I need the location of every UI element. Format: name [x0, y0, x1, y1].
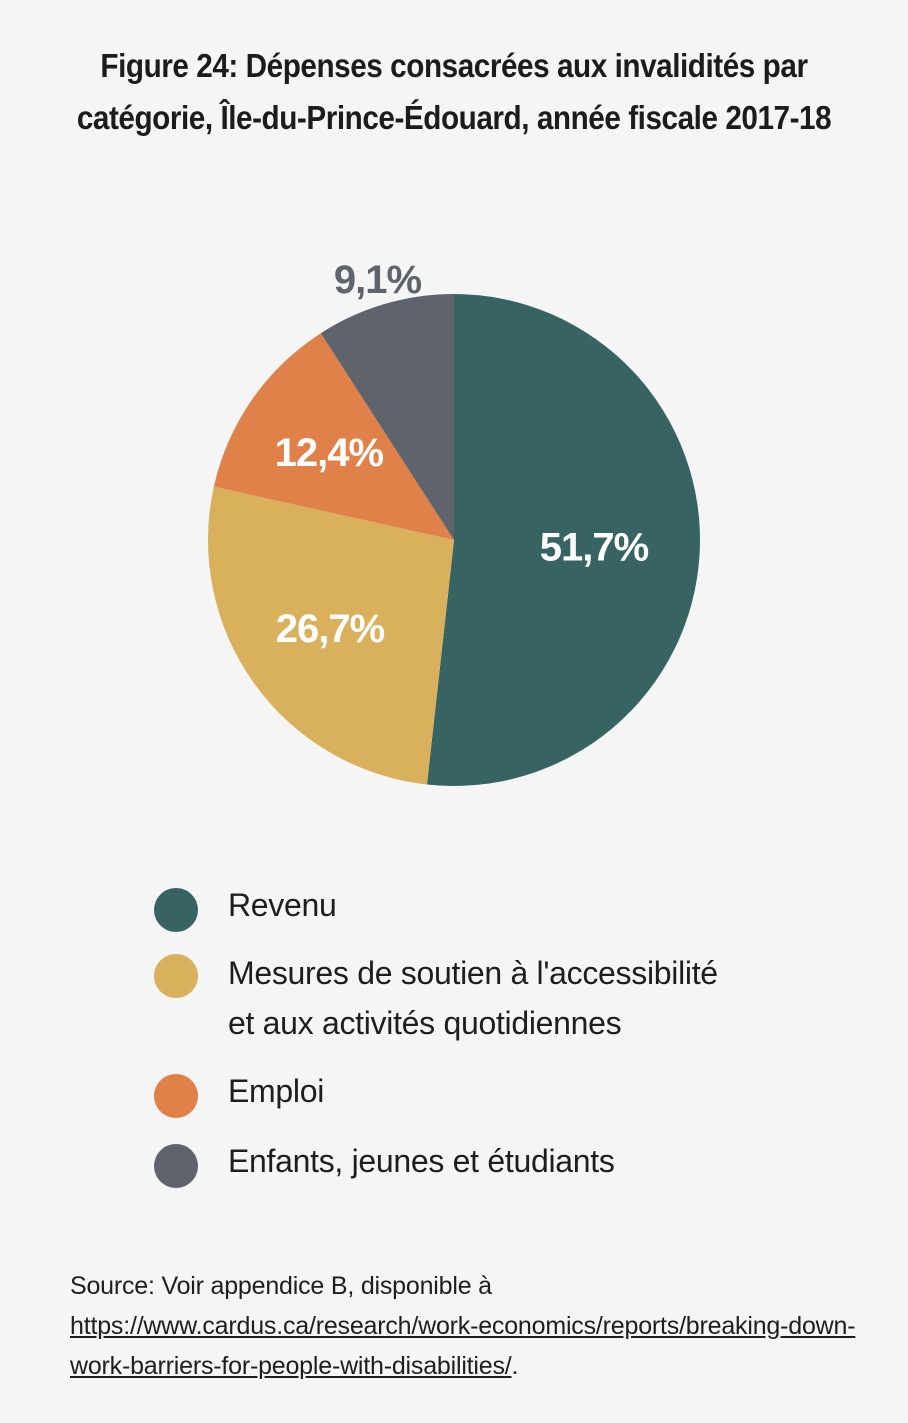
- pie-label-emploi: 12,4%: [275, 431, 384, 475]
- legend-swatch-accessibilite: [154, 954, 198, 998]
- pie-label-revenu: 51,7%: [540, 526, 649, 570]
- source-note: Source: Voir appendice B, disponible à h…: [70, 1266, 870, 1386]
- legend-swatch-emploi: [154, 1074, 198, 1118]
- legend-label-revenu: Revenu: [228, 887, 337, 923]
- legend-item-enfants: Enfants, jeunes et étudiants: [154, 1136, 874, 1196]
- legend: Revenu Mesures de soutien à l'accessibil…: [154, 880, 874, 1196]
- pie-slice-accessibilite: [207, 486, 454, 785]
- pie-slice-emploi: [213, 333, 454, 540]
- pie-slice-enfants: [320, 294, 454, 540]
- legend-label-enfants: Enfants, jeunes et étudiants: [228, 1143, 615, 1179]
- source-prefix: Source: Voir appendice B, disponible à: [70, 1272, 492, 1300]
- source-link[interactable]: https://www.cardus.ca/research/work-econ…: [70, 1312, 856, 1380]
- legend-item-emploi: Emploi: [154, 1066, 874, 1126]
- legend-item-revenu: Revenu: [154, 880, 874, 940]
- legend-swatch-enfants: [154, 1144, 198, 1188]
- legend-item-accessibilite: Mesures de soutien à l'accessibilité et …: [154, 948, 874, 1066]
- legend-swatch-revenu: [154, 888, 198, 932]
- legend-label-accessibilite-line-2: et aux activités quotidiennes: [228, 1005, 622, 1041]
- legend-label-accessibilite-line-1: Mesures de soutien à l'accessibilité: [228, 955, 718, 991]
- pie-chart: 51,7% 26,7% 12,4% 9,1%: [207, 258, 701, 786]
- pie-label-accessibilite: 26,7%: [276, 607, 385, 651]
- chart-title-line-1: Figure 24: Dépenses consacrées aux inval…: [100, 47, 808, 84]
- source-suffix: .: [511, 1352, 519, 1380]
- chart-title: Figure 24: Dépenses consacrées aux inval…: [63, 40, 844, 144]
- chart-title-line-2: catégorie, Île-du-Prince-Édouard, année …: [76, 99, 832, 136]
- legend-label-emploi: Emploi: [228, 1073, 325, 1109]
- pie-slice-revenu: [426, 294, 701, 786]
- pie-label-enfants: 9,1%: [334, 258, 422, 302]
